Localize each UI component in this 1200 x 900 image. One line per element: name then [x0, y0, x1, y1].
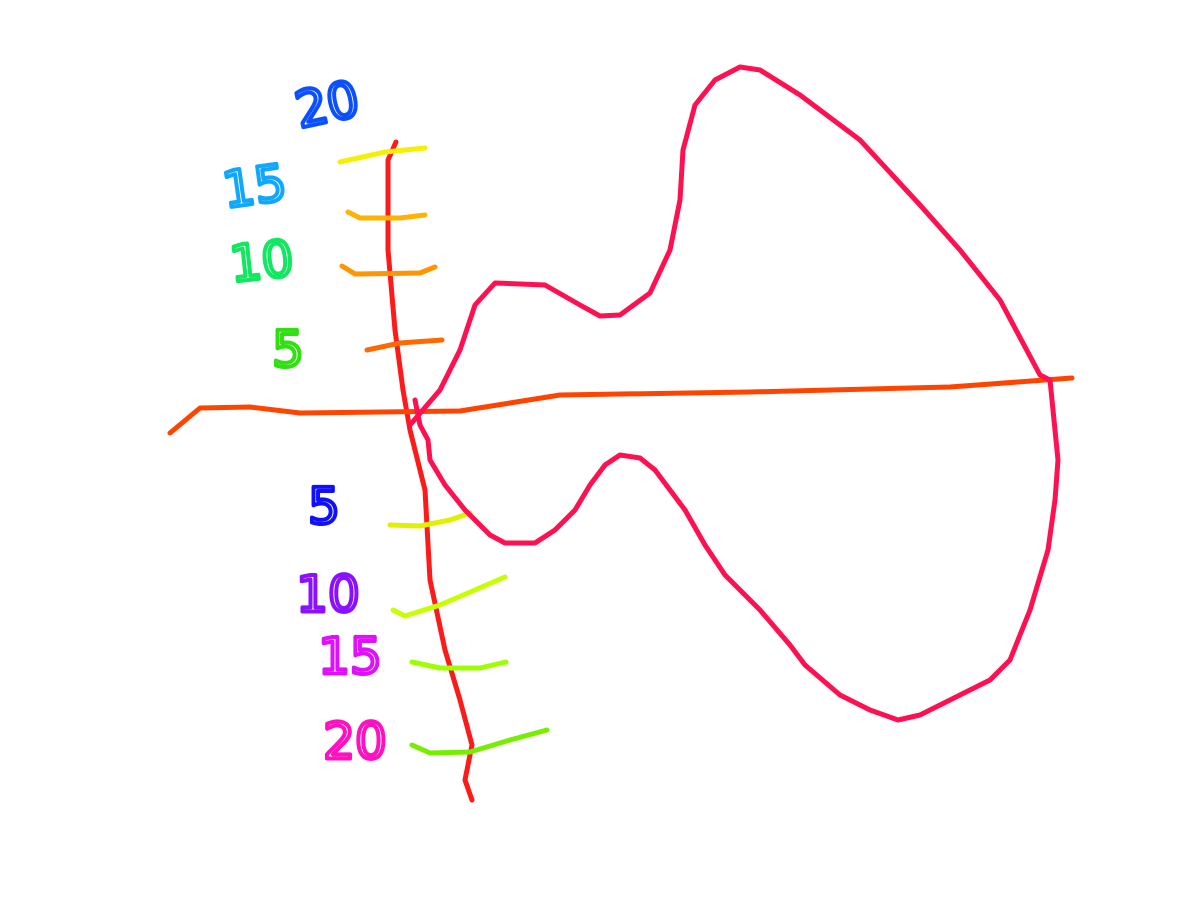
axis-label: 15	[318, 628, 382, 686]
axis-label: 5	[308, 478, 340, 536]
tick	[364, 337, 445, 353]
axis-label: 20	[323, 713, 387, 771]
tick	[409, 727, 550, 756]
axis-label: 10	[227, 229, 296, 293]
tick	[409, 659, 509, 671]
tick	[339, 263, 438, 277]
axis-label: 5	[272, 321, 304, 379]
curve	[407, 64, 1061, 723]
axis-label: 10	[296, 566, 360, 624]
tick	[337, 145, 428, 165]
horizontal-axis	[167, 375, 1075, 436]
tick	[390, 574, 508, 619]
axis-label: 15	[219, 153, 290, 219]
tick	[345, 209, 428, 221]
vertical-axis	[385, 139, 475, 803]
tick	[387, 510, 473, 529]
